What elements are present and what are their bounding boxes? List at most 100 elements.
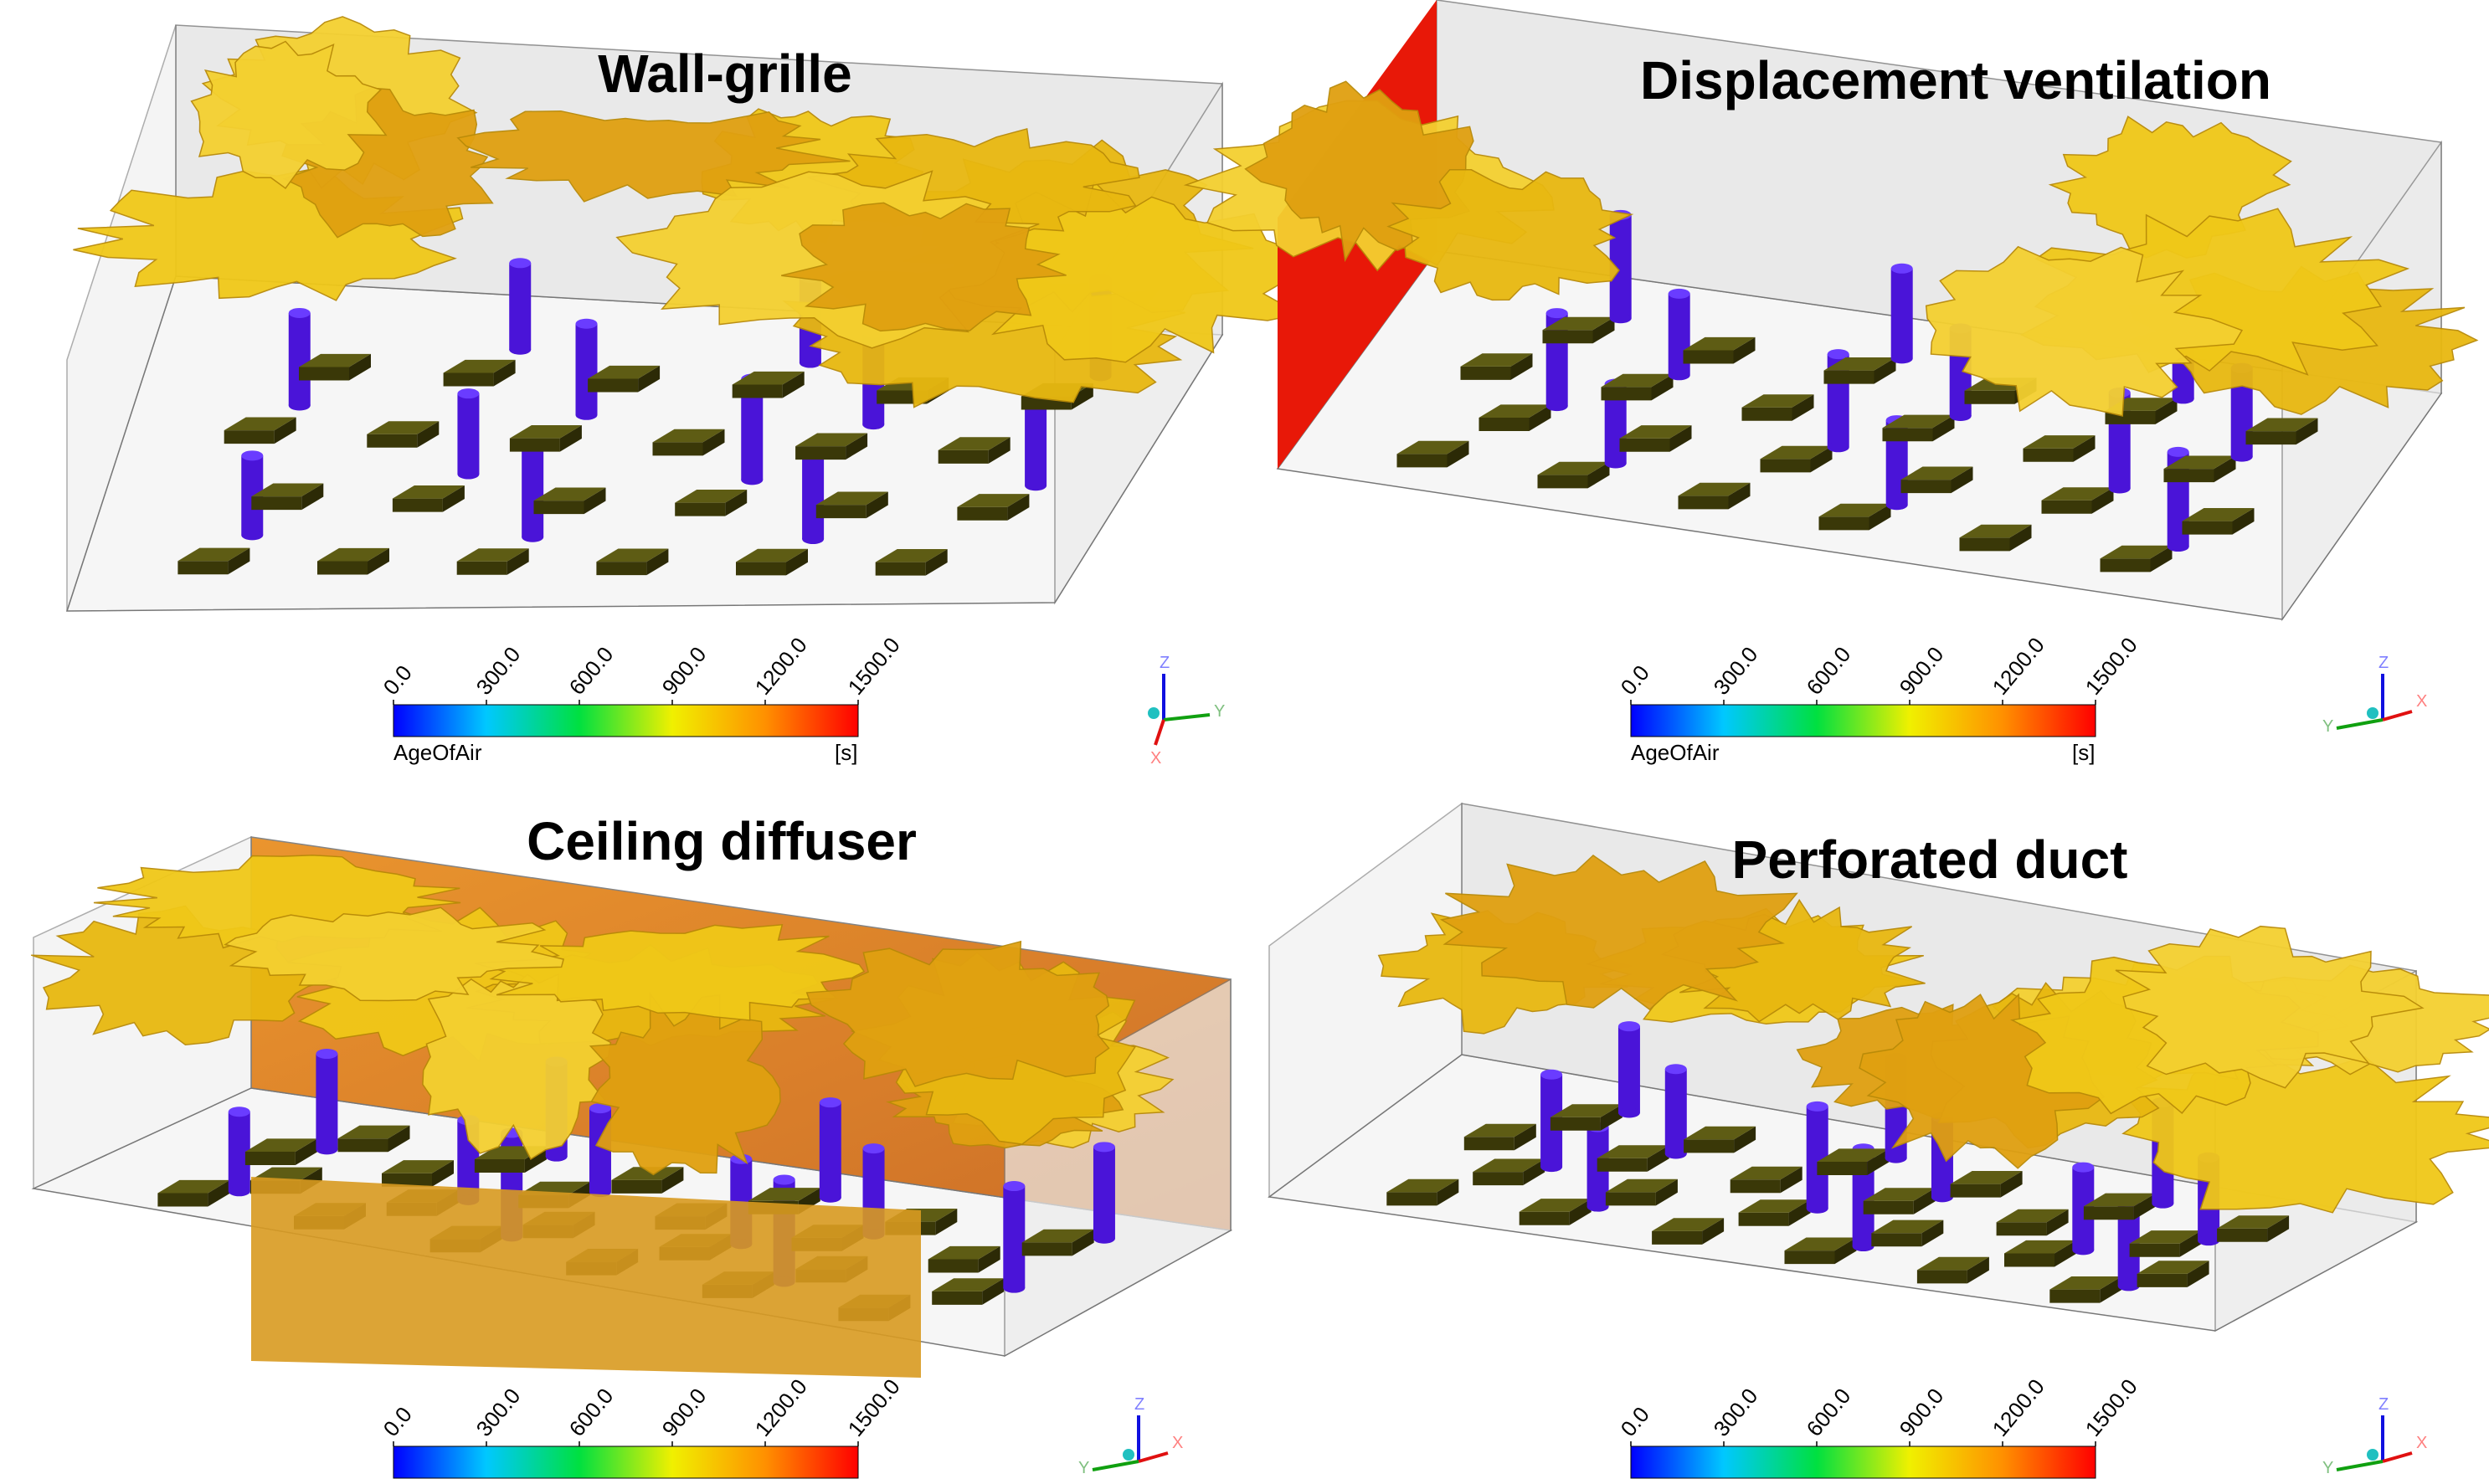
colorbar-tick-label: 1200.0 — [1988, 633, 2049, 700]
occupant-cylinder-top — [1003, 1181, 1026, 1192]
desk-side — [442, 485, 465, 512]
desk-side — [1684, 1139, 1735, 1153]
occupant-cylinder-base — [1885, 500, 1908, 511]
desk-side — [2296, 418, 2318, 445]
desk-top — [1730, 1166, 1802, 1180]
occupant-cylinder-top — [1540, 1069, 1563, 1080]
iso-surface — [589, 992, 781, 1176]
desk-side — [2100, 1276, 2122, 1303]
desk-side — [1651, 373, 1674, 401]
desk-side — [456, 561, 507, 575]
desk-side — [1460, 366, 1511, 380]
desk-top — [588, 365, 661, 379]
desk-side — [1863, 1200, 1914, 1214]
occupant-cylinder-top — [819, 1097, 841, 1108]
colorbar-tick-label: 1500.0 — [2080, 633, 2142, 700]
axis-x — [1154, 719, 1165, 746]
occupant-cylinder — [802, 451, 825, 540]
occupant-cylinder-base — [741, 475, 764, 485]
desk-side — [1619, 438, 1670, 452]
occupant-cylinder-top — [2167, 446, 2189, 457]
desk-side — [2004, 1253, 2054, 1267]
desk-side — [388, 1125, 410, 1153]
colorbar-label: AgeOfAir — [1631, 1481, 1720, 1484]
desk-top — [1818, 503, 1891, 517]
desk-top — [652, 429, 725, 443]
desk-side — [1823, 370, 1874, 384]
occupant-cylinder-top — [1545, 308, 1568, 319]
occupant-cylinder-top — [288, 307, 311, 318]
desk-side — [2217, 1228, 2268, 1242]
desk-side — [1550, 1117, 1601, 1131]
desk-top — [1900, 466, 1973, 480]
desk-top — [1863, 1188, 1936, 1201]
desk-side — [1021, 1242, 1072, 1256]
desk-side — [638, 365, 661, 393]
panel: Displacement ventilation 0.0 300.0 600.0 900… — [1183, 0, 2479, 765]
occupant-cylinder-base — [2167, 542, 2189, 552]
occupant-cylinder-base — [799, 357, 821, 368]
occupant-cylinder-base — [316, 1144, 338, 1155]
desk-top — [1916, 1256, 1989, 1271]
occupant-cylinder-base — [1609, 313, 1632, 324]
colorbar-tick-label: 1200.0 — [750, 633, 812, 700]
colorbar-tick-label: 1200.0 — [1988, 1374, 2049, 1441]
desk-side — [925, 549, 948, 576]
desk-side — [938, 449, 989, 464]
desk-side — [1733, 336, 1756, 364]
occupant-cylinder-base — [1003, 1282, 1026, 1293]
desk-side — [2129, 1243, 2180, 1257]
axis-label-z: Z — [1134, 1395, 1144, 1414]
panel-title: Ceiling diffuser — [527, 811, 917, 871]
desk-side — [392, 498, 443, 512]
desk-side — [1600, 1104, 1622, 1131]
desk-side — [1932, 414, 1955, 442]
desk-top — [1684, 1126, 1756, 1140]
iso-surface — [224, 906, 565, 1002]
axis-label-x: X — [2416, 1434, 2427, 1452]
desk-top — [1678, 482, 1751, 496]
occupant-cylinder-base — [575, 409, 598, 420]
occupant-cylinder — [1003, 1186, 1026, 1288]
desk-top — [1959, 524, 2032, 538]
iso-surface — [475, 923, 866, 1021]
axis-label-y: Y — [1214, 702, 1225, 721]
desk-side — [1652, 1230, 1703, 1245]
desk-top — [1784, 1237, 1857, 1251]
desk-top — [1460, 353, 1533, 367]
panel: Wall-grille 0.0 300.0 600.0 900.0 1200.0 1500.… — [65, 16, 1314, 768]
occupant-cylinder-base — [1093, 1233, 1115, 1244]
desk-top — [957, 494, 1030, 507]
desk-side — [177, 561, 229, 575]
desk-side — [875, 562, 926, 576]
desk-top — [337, 1125, 410, 1139]
axis-label-y: Y — [2322, 1459, 2333, 1477]
occupant-cylinder-base — [2117, 1281, 2140, 1291]
occupant-cylinder-top — [228, 1107, 250, 1117]
occupant-cylinder — [1093, 1147, 1115, 1239]
occupant-cylinder-base — [819, 1192, 841, 1203]
desk-side — [1669, 425, 1692, 452]
desk-top — [1463, 1123, 1536, 1137]
occupant-cylinder-top — [1617, 1021, 1640, 1032]
desk-top — [748, 1188, 820, 1201]
desk-side — [474, 1159, 525, 1173]
occupant-cylinder-base — [241, 530, 264, 541]
occupant-cylinder — [457, 393, 480, 475]
occupant-cylinder-base — [545, 1151, 568, 1162]
desk-top — [736, 548, 808, 562]
desk-side — [1818, 516, 1869, 531]
occupant-cylinder — [509, 263, 532, 350]
desk-top — [367, 421, 440, 434]
desk-side — [1007, 494, 1030, 521]
desk-side — [1959, 537, 2010, 552]
desk-top — [2100, 545, 2173, 559]
desk-side — [1734, 1126, 1756, 1153]
desk-side — [493, 359, 516, 387]
colorbar-tick-label: 300.0 — [1709, 1384, 1763, 1441]
desk-side — [1900, 480, 1952, 494]
desk-side — [596, 562, 647, 576]
desk-top — [875, 549, 948, 562]
desk-side — [2137, 1273, 2188, 1287]
